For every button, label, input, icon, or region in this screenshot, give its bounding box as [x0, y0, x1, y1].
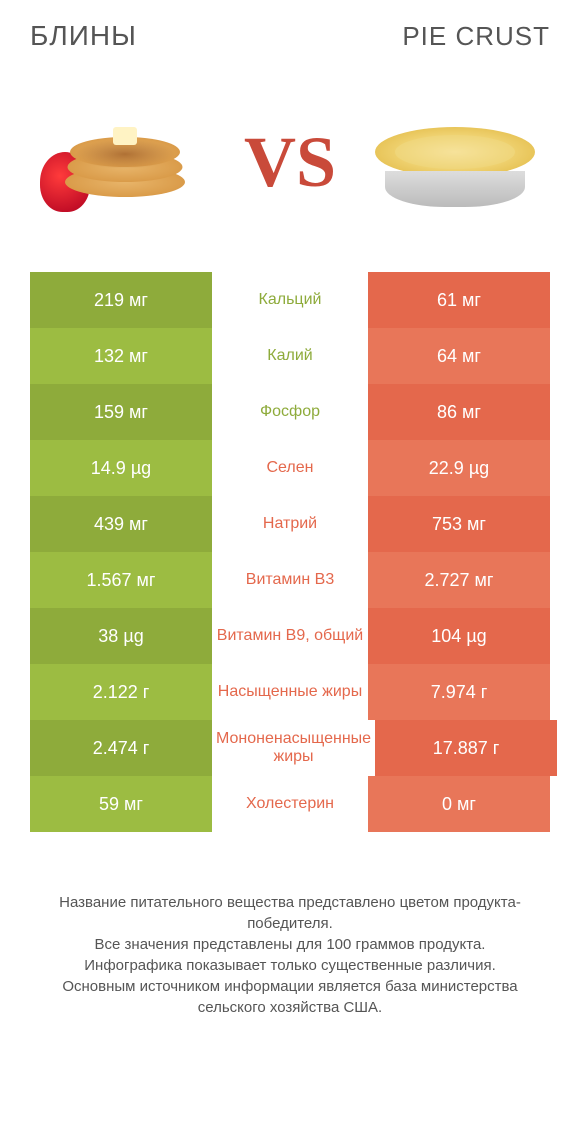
- nutrient-label: Натрий: [212, 496, 368, 552]
- table-row: 219 мгКальций61 мг: [30, 272, 550, 328]
- right-value: 2.727 мг: [368, 552, 550, 608]
- header-row: БЛИНЫ PIE CRUST: [30, 20, 550, 52]
- right-value: 753 мг: [368, 496, 550, 552]
- table-row: 1.567 мгВитамин B32.727 мг: [30, 552, 550, 608]
- right-value: 64 мг: [368, 328, 550, 384]
- left-value: 159 мг: [30, 384, 212, 440]
- left-title: БЛИНЫ: [30, 20, 137, 52]
- left-value: 14.9 µg: [30, 440, 212, 496]
- vs-label: VS: [244, 121, 336, 204]
- right-value: 7.974 г: [368, 664, 550, 720]
- table-row: 159 мгФосфор86 мг: [30, 384, 550, 440]
- right-value: 104 µg: [368, 608, 550, 664]
- right-value: 0 мг: [368, 776, 550, 832]
- left-value: 2.122 г: [30, 664, 212, 720]
- nutrient-label: Холестерин: [212, 776, 368, 832]
- footer-text: Название питательного вещества представл…: [30, 892, 550, 1018]
- nutrient-label: Витамин B9, общий: [212, 608, 368, 664]
- nutrient-label: Калий: [212, 328, 368, 384]
- table-row: 59 мгХолестерин0 мг: [30, 776, 550, 832]
- left-value: 132 мг: [30, 328, 212, 384]
- pancakes-icon: [30, 87, 220, 237]
- footer-line: Инфографика показывает только существенн…: [40, 955, 540, 976]
- comparison-table: 219 мгКальций61 мг132 мгКалий64 мг159 мг…: [30, 272, 550, 832]
- left-value: 1.567 мг: [30, 552, 212, 608]
- right-value: 17.887 г: [375, 720, 557, 776]
- footer-line: Название питательного вещества представл…: [40, 892, 540, 934]
- right-value: 22.9 µg: [368, 440, 550, 496]
- right-value: 61 мг: [368, 272, 550, 328]
- right-value: 86 мг: [368, 384, 550, 440]
- nutrient-label: Селен: [212, 440, 368, 496]
- nutrient-label: Витамин B3: [212, 552, 368, 608]
- table-row: 14.9 µgСелен22.9 µg: [30, 440, 550, 496]
- footer-line: Основным источником информации является …: [40, 976, 540, 1018]
- nutrient-label: Мононенасыщенные жиры: [212, 720, 375, 776]
- left-value: 219 мг: [30, 272, 212, 328]
- nutrient-label: Фосфор: [212, 384, 368, 440]
- piecrust-icon: [360, 87, 550, 237]
- left-value: 439 мг: [30, 496, 212, 552]
- infographic-container: БЛИНЫ PIE CRUST VS 219 мгКальций61 мг132…: [0, 0, 580, 1028]
- nutrient-label: Кальций: [212, 272, 368, 328]
- table-row: 2.474 гМононенасыщенные жиры17.887 г: [30, 720, 550, 776]
- left-value: 2.474 г: [30, 720, 212, 776]
- left-value: 59 мг: [30, 776, 212, 832]
- footer-line: Все значения представлены для 100 граммо…: [40, 934, 540, 955]
- nutrient-label: Насыщенные жиры: [212, 664, 368, 720]
- table-row: 439 мгНатрий753 мг: [30, 496, 550, 552]
- left-value: 38 µg: [30, 608, 212, 664]
- table-row: 38 µgВитамин B9, общий104 µg: [30, 608, 550, 664]
- table-row: 132 мгКалий64 мг: [30, 328, 550, 384]
- right-title: PIE CRUST: [402, 21, 550, 52]
- table-row: 2.122 гНасыщенные жиры7.974 г: [30, 664, 550, 720]
- images-row: VS: [30, 82, 550, 242]
